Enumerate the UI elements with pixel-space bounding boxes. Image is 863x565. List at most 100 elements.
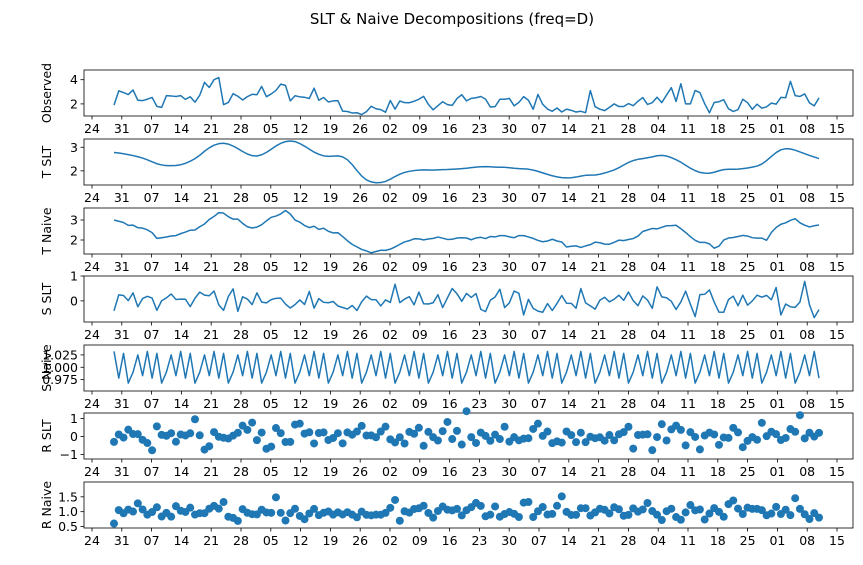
axes-frame (83, 69, 854, 117)
x-tick-label: 02 (382, 533, 398, 548)
x-tick-label: 14 (561, 464, 577, 479)
scatter-point (443, 417, 452, 426)
y-axis-label: S SLT (39, 282, 54, 315)
scatter-point (167, 429, 176, 438)
scatter-point (781, 505, 790, 514)
scatter-point (557, 438, 566, 447)
x-tick-label: 08 (799, 396, 815, 411)
x-tick-label: 09 (412, 464, 428, 479)
figure-title: SLT & Naive Decompositions (freq=D) (310, 10, 594, 28)
scatter-point (110, 437, 118, 446)
x-tick-label: 11 (680, 327, 696, 342)
scatter-point (553, 501, 562, 510)
scatter-point (710, 430, 719, 439)
x-tick-label: 23 (471, 327, 487, 342)
x-tick-label: 09 (412, 533, 428, 548)
scatter-point (795, 504, 804, 513)
x-tick-label: 12 (293, 259, 309, 274)
scatter-point (195, 431, 204, 440)
x-tick-label: 19 (322, 396, 338, 411)
x-tick-label: 16 (442, 396, 458, 411)
x-tick-label: 19 (322, 464, 338, 479)
scatter-point (629, 444, 638, 453)
x-tick-label: 07 (531, 464, 547, 479)
scatter-point (252, 436, 261, 445)
x-tick-label: 28 (620, 259, 636, 274)
scatter-point (614, 505, 623, 514)
x-tick-label: 28 (620, 327, 636, 342)
x-tick-label: 07 (144, 396, 160, 411)
x-tick-label: 08 (799, 121, 815, 136)
scatter-point (171, 437, 180, 446)
scatter-point (738, 443, 747, 452)
scatter-point (133, 499, 142, 508)
x-tick-label: 21 (203, 396, 219, 411)
scatter-point (400, 439, 409, 448)
y-tick-label: 2 (70, 96, 78, 111)
x-tick-label: 01 (769, 327, 785, 342)
x-tick-label: 07 (144, 327, 160, 342)
x-tick-label: 16 (442, 464, 458, 479)
scatter-point (214, 504, 223, 513)
x-tick-label: 18 (710, 396, 726, 411)
scatter-point (433, 436, 442, 445)
scatter-point (734, 504, 743, 513)
scatter-point (714, 440, 723, 449)
x-tick-label: 01 (769, 396, 785, 411)
x-tick-label: 14 (561, 121, 577, 136)
scatter-point (610, 436, 619, 445)
scatter-point (429, 513, 438, 522)
x-tick-label: 07 (144, 190, 160, 205)
scatter-point (310, 504, 319, 513)
x-tick-label: 31 (114, 259, 130, 274)
scatter-point (524, 434, 533, 443)
scatter-point (795, 411, 804, 420)
x-tick-label: 28 (620, 190, 636, 205)
x-tick-label: 21 (591, 190, 607, 205)
x-tick-label: 09 (412, 327, 428, 342)
y-tick-label: 0.975 (42, 372, 78, 387)
x-tick-label: 14 (173, 396, 189, 411)
scatter-point (186, 429, 195, 438)
x-tick-label: 05 (263, 533, 279, 548)
y-tick-label: 0 (70, 429, 78, 444)
scatter-point (624, 422, 633, 431)
x-tick-label: 31 (114, 190, 130, 205)
scatter-point (600, 436, 609, 445)
x-tick-label: 25 (740, 190, 756, 205)
scatter-point (133, 430, 142, 439)
y-tick-label: 1.000 (42, 360, 78, 375)
x-tick-label: 16 (442, 121, 458, 136)
x-tick-label: 07 (531, 121, 547, 136)
x-tick-label: 28 (233, 259, 249, 274)
scatter-point (815, 428, 823, 437)
series-line (113, 76, 820, 116)
scatter-point (152, 422, 161, 431)
x-tick-label: 02 (382, 121, 398, 136)
x-tick-label: 11 (680, 121, 696, 136)
scatter-point (605, 509, 614, 518)
y-axis-label: R Naive (39, 481, 54, 530)
x-tick-label: 21 (203, 259, 219, 274)
scatter-point (533, 419, 542, 428)
scatter-point (419, 441, 428, 450)
y-tick-label: 1 (70, 411, 78, 426)
scatter-point (267, 508, 276, 517)
x-tick-label: 11 (680, 464, 696, 479)
x-tick-label: 07 (531, 190, 547, 205)
scatter-point (276, 508, 285, 517)
x-tick-label: 25 (740, 396, 756, 411)
scatter-point (691, 432, 700, 441)
scatter-point (581, 504, 590, 513)
x-tick-label: 08 (799, 327, 815, 342)
scatter-point (786, 511, 795, 520)
x-tick-label: 11 (680, 533, 696, 548)
scatter-point (572, 438, 581, 447)
x-tick-label: 15 (829, 464, 845, 479)
x-tick-label: 21 (591, 327, 607, 342)
x-tick-label: 09 (412, 396, 428, 411)
axes-frame (83, 344, 854, 392)
x-tick-label: 23 (471, 396, 487, 411)
x-tick-label: 21 (591, 464, 607, 479)
